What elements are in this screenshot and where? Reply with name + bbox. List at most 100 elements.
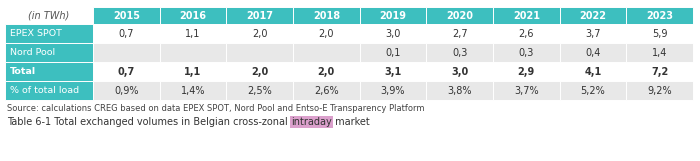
- Bar: [360, 7, 426, 24]
- Text: 5,9: 5,9: [652, 28, 667, 38]
- Bar: [426, 81, 493, 100]
- Text: 1,4%: 1,4%: [181, 85, 205, 95]
- Bar: [226, 7, 293, 24]
- Text: Nord Pool: Nord Pool: [10, 48, 55, 57]
- Bar: [226, 62, 293, 81]
- Bar: [293, 81, 360, 100]
- Text: 1,4: 1,4: [652, 47, 667, 57]
- Bar: [426, 43, 493, 62]
- Text: 0,1: 0,1: [385, 47, 400, 57]
- Text: 2,0: 2,0: [318, 28, 334, 38]
- Bar: [293, 7, 360, 24]
- Bar: [5, 81, 93, 100]
- Text: intraday: intraday: [291, 117, 332, 127]
- Text: 2,0: 2,0: [251, 66, 268, 76]
- Bar: [5, 62, 93, 81]
- Bar: [493, 62, 560, 81]
- Bar: [360, 62, 426, 81]
- Bar: [226, 43, 293, 62]
- Bar: [160, 62, 226, 81]
- Text: Table 6-1 Total exchanged volumes in Belgian cross-zonal: Table 6-1 Total exchanged volumes in Bel…: [7, 117, 291, 127]
- Text: 3,0: 3,0: [385, 28, 400, 38]
- Bar: [626, 81, 693, 100]
- Text: 2021: 2021: [513, 10, 540, 20]
- Bar: [93, 7, 160, 24]
- Text: 9,2%: 9,2%: [648, 85, 672, 95]
- Text: Total: Total: [10, 67, 36, 76]
- Bar: [290, 116, 332, 128]
- Bar: [560, 24, 626, 43]
- Text: 0,4: 0,4: [585, 47, 601, 57]
- Text: 2015: 2015: [113, 10, 140, 20]
- Bar: [626, 7, 693, 24]
- Bar: [5, 43, 93, 62]
- Text: 3,8%: 3,8%: [447, 85, 472, 95]
- Text: 2,7: 2,7: [452, 28, 468, 38]
- Text: 2,5%: 2,5%: [247, 85, 272, 95]
- Text: 0,3: 0,3: [519, 47, 534, 57]
- Bar: [93, 81, 160, 100]
- Bar: [560, 62, 626, 81]
- Text: 2022: 2022: [580, 10, 606, 20]
- Bar: [626, 24, 693, 43]
- Text: 3,0: 3,0: [451, 66, 468, 76]
- Bar: [560, 81, 626, 100]
- Bar: [160, 43, 226, 62]
- Bar: [360, 43, 426, 62]
- Bar: [226, 24, 293, 43]
- Bar: [560, 43, 626, 62]
- Bar: [626, 62, 693, 81]
- Bar: [160, 81, 226, 100]
- Text: 1,1: 1,1: [186, 28, 201, 38]
- Text: 2,6: 2,6: [519, 28, 534, 38]
- Bar: [493, 81, 560, 100]
- Text: 3,7%: 3,7%: [514, 85, 538, 95]
- Bar: [293, 62, 360, 81]
- Text: 2016: 2016: [179, 10, 206, 20]
- Bar: [493, 24, 560, 43]
- Bar: [426, 62, 493, 81]
- Text: 2019: 2019: [379, 10, 407, 20]
- Bar: [560, 7, 626, 24]
- Text: 3,7: 3,7: [585, 28, 601, 38]
- Text: 0,3: 0,3: [452, 47, 468, 57]
- Text: 2018: 2018: [313, 10, 340, 20]
- Text: Source: calculations CREG based on data EPEX SPOT, Nord Pool and Entso-E Transpa: Source: calculations CREG based on data …: [7, 104, 424, 113]
- Text: 3,1: 3,1: [384, 66, 402, 76]
- Text: 2020: 2020: [446, 10, 473, 20]
- Bar: [293, 24, 360, 43]
- Text: % of total load: % of total load: [10, 86, 79, 95]
- Text: 2,9: 2,9: [518, 66, 535, 76]
- Bar: [426, 24, 493, 43]
- Bar: [5, 7, 93, 24]
- Bar: [626, 43, 693, 62]
- Bar: [360, 24, 426, 43]
- Bar: [93, 43, 160, 62]
- Bar: [493, 43, 560, 62]
- Bar: [226, 81, 293, 100]
- Text: 2017: 2017: [246, 10, 273, 20]
- Bar: [160, 24, 226, 43]
- Text: 0,9%: 0,9%: [114, 85, 139, 95]
- Text: 4,1: 4,1: [584, 66, 601, 76]
- Text: 2,6%: 2,6%: [314, 85, 339, 95]
- Text: 0,7: 0,7: [118, 66, 135, 76]
- Bar: [93, 24, 160, 43]
- Bar: [293, 43, 360, 62]
- Text: (in TWh): (in TWh): [29, 10, 69, 20]
- Bar: [5, 24, 93, 43]
- Text: market: market: [332, 117, 370, 127]
- Text: 2,0: 2,0: [252, 28, 267, 38]
- Bar: [360, 81, 426, 100]
- Text: EPEX SPOT: EPEX SPOT: [10, 29, 62, 38]
- Text: 5,2%: 5,2%: [580, 85, 606, 95]
- Text: 2,0: 2,0: [318, 66, 335, 76]
- Bar: [426, 7, 493, 24]
- Bar: [493, 7, 560, 24]
- Text: 7,2: 7,2: [651, 66, 668, 76]
- Text: 0,7: 0,7: [118, 28, 134, 38]
- Bar: [93, 62, 160, 81]
- Text: 2023: 2023: [646, 10, 673, 20]
- Text: 3,9%: 3,9%: [381, 85, 405, 95]
- Bar: [160, 7, 226, 24]
